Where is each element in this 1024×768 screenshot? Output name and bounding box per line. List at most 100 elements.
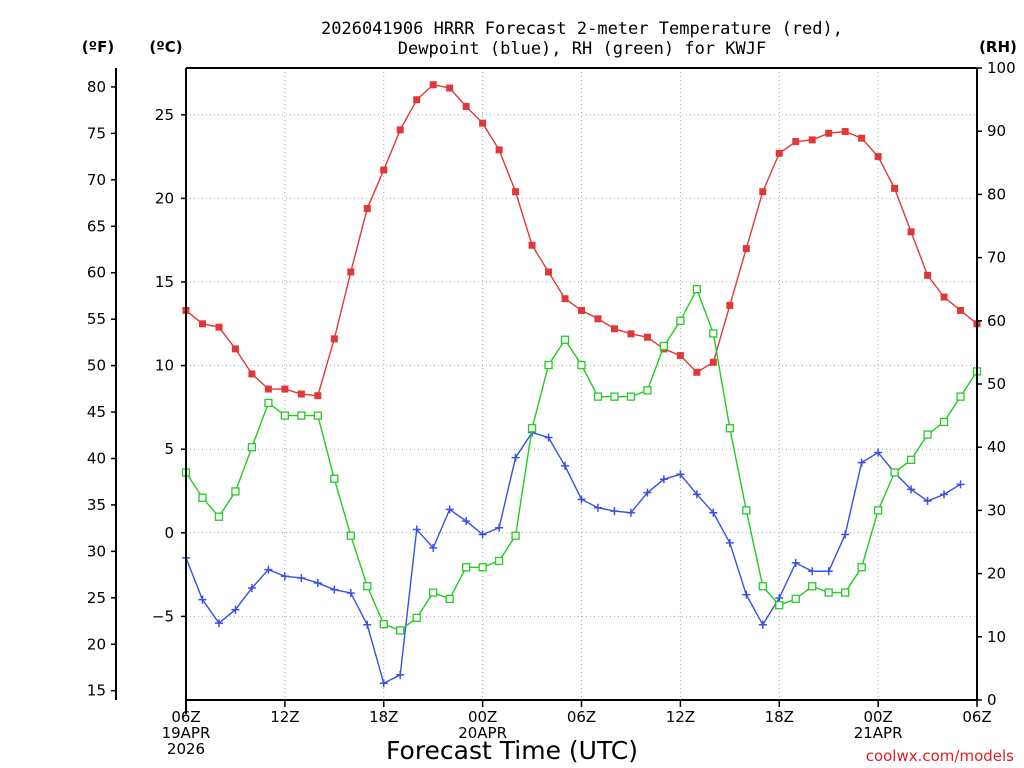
fahrenheit-tick-label: 35 (87, 496, 106, 514)
rh-tick-label: 50 (987, 375, 1006, 393)
point-rh (544, 360, 553, 370)
point-dewpoint (841, 530, 850, 539)
series-rh (181, 285, 982, 635)
point-2-meter-temperature (676, 352, 684, 360)
point-dewpoint (940, 490, 949, 499)
point-2-meter-temperature (759, 188, 767, 196)
point-rh (873, 506, 883, 515)
point-rh (396, 626, 405, 635)
series-dewpoint (182, 428, 965, 688)
point-dewpoint (330, 585, 339, 594)
point-dewpoint (775, 594, 784, 603)
point-rh (956, 392, 965, 401)
point-dewpoint (346, 588, 355, 597)
rh-tick-label: 100 (987, 59, 1016, 77)
fahrenheit-tick-label: 30 (87, 542, 106, 560)
point-2-meter-temperature (413, 96, 421, 104)
credit-text: coolwx.com/models (866, 747, 1014, 765)
point-2-meter-temperature (545, 268, 553, 276)
rh-tick-label: 30 (987, 501, 1006, 519)
point-dewpoint (742, 590, 751, 599)
point-dewpoint (643, 488, 652, 497)
point-rh (791, 594, 800, 604)
rh-tick-label: 70 (987, 249, 1006, 267)
point-dewpoint (659, 475, 668, 484)
point-2-meter-temperature (198, 320, 206, 328)
fahrenheit-tick-label: 65 (87, 217, 106, 235)
point-rh (758, 582, 767, 591)
point-rh (247, 443, 257, 452)
point-2-meter-temperature (297, 390, 305, 398)
time-tick-label: 12Z (270, 708, 299, 726)
point-2-meter-temperature (841, 128, 849, 136)
point-2-meter-temperature (215, 323, 223, 331)
point-rh (643, 386, 652, 395)
celsius-unit-label: (ºC) (149, 38, 182, 56)
celsius-tick-label: 25 (155, 106, 174, 124)
fahrenheit-tick-label: 60 (87, 264, 106, 282)
gridlines (186, 68, 977, 700)
point-dewpoint (874, 448, 883, 457)
point-2-meter-temperature (775, 149, 783, 157)
point-2-meter-temperature (709, 358, 717, 366)
point-rh (461, 563, 471, 572)
point-rh (709, 329, 718, 338)
point-2-meter-temperature (726, 301, 734, 309)
point-rh (280, 411, 290, 420)
fahrenheit-tick-label: 15 (87, 682, 106, 700)
time-tick-label: 21APR (854, 724, 903, 742)
point-rh (297, 411, 306, 420)
point-rh (379, 620, 388, 629)
point-rh (527, 424, 537, 433)
point-dewpoint (264, 565, 273, 574)
point-rh (808, 582, 817, 591)
point-2-meter-temperature (479, 119, 487, 127)
point-rh (593, 392, 603, 401)
rh-tick-label: 10 (987, 628, 1006, 646)
point-dewpoint (379, 679, 388, 688)
axes: 15 20 25 30 35 40 45 50 55 60 65 70 75 80 −5 0 5 10 15 20 25… (87, 59, 1016, 758)
point-rh (626, 392, 636, 401)
point-rh (659, 341, 669, 351)
point-dewpoint (478, 530, 487, 539)
point-2-meter-temperature (808, 136, 816, 144)
fahrenheit-tick-label: 70 (87, 171, 106, 189)
time-tick-label: 06Z (567, 708, 596, 726)
x-axis-title: Forecast Time (UTC) (386, 736, 638, 765)
point-2-meter-temperature (363, 204, 371, 212)
point-2-meter-temperature (792, 138, 800, 146)
point-2-meter-temperature (627, 330, 635, 338)
fahrenheit-tick-label: 40 (87, 449, 106, 467)
fahrenheit-tick-label: 50 (87, 357, 106, 375)
point-rh (363, 582, 372, 591)
fahrenheit-tick-label: 25 (87, 589, 106, 607)
point-dewpoint (808, 567, 817, 576)
point-rh (445, 594, 454, 604)
point-dewpoint (544, 433, 553, 442)
point-rh (346, 531, 355, 540)
point-dewpoint (445, 505, 454, 514)
time-tick-label: 2026 (167, 740, 205, 758)
fahrenheit-unit-label: (ºF) (82, 38, 114, 56)
point-2-meter-temperature (512, 188, 520, 196)
point-2-meter-temperature (347, 268, 355, 276)
point-2-meter-temperature (528, 241, 536, 249)
point-2-meter-temperature (957, 306, 965, 314)
rh-tick-label: 60 (987, 312, 1006, 330)
point-dewpoint (956, 480, 965, 489)
celsius-tick-label: 5 (164, 440, 174, 458)
point-2-meter-temperature (874, 153, 882, 161)
point-dewpoint (610, 507, 619, 516)
point-2-meter-temperature (231, 345, 239, 353)
point-dewpoint (511, 453, 520, 462)
rh-tick-label: 90 (987, 122, 1006, 140)
point-2-meter-temperature (907, 228, 915, 236)
point-2-meter-temperature (924, 271, 932, 279)
point-dewpoint (214, 619, 223, 628)
point-rh (610, 392, 619, 401)
point-rh (742, 506, 751, 515)
point-rh (313, 411, 322, 420)
data-series (181, 81, 982, 688)
point-rh (330, 474, 339, 483)
